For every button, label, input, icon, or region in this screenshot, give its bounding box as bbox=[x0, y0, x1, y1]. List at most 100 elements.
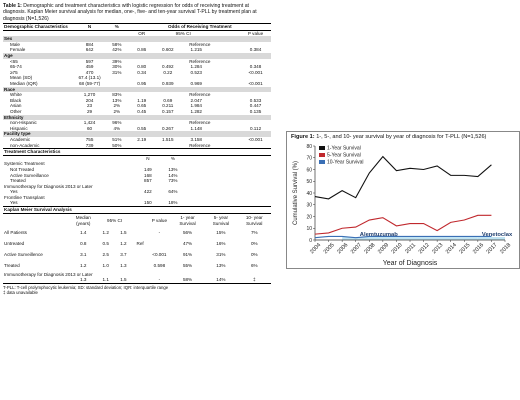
row-n: 597 bbox=[85, 58, 94, 64]
table-1-panel: Table 1: Demographic and treatment chara… bbox=[3, 3, 271, 397]
x-tick-label: 2018 bbox=[499, 242, 512, 255]
survival-line-chart: 0 10 20 30 40 50 60 70 80 2004 2005 2006 2007 2008 200… bbox=[293, 144, 513, 267]
row-ci-low: 0.492 bbox=[162, 64, 174, 70]
section-title: Ethnicity bbox=[3, 114, 271, 121]
section-header-row: Age bbox=[3, 53, 271, 59]
row-label: ≥75 bbox=[10, 69, 18, 75]
section-header-row: Sex bbox=[3, 36, 271, 42]
empty-cell bbox=[3, 213, 70, 228]
row-reference: Reference bbox=[189, 41, 211, 47]
row-label: Treated bbox=[10, 178, 26, 184]
x-tick-label: 2012 bbox=[418, 242, 431, 255]
km-row-label: Treated bbox=[4, 263, 20, 269]
x-tick-label: 2006 bbox=[336, 242, 349, 255]
section-title: Sex bbox=[3, 36, 271, 42]
km-row-ci-low: 1.0 bbox=[102, 263, 109, 269]
km-row-median: 1.2 bbox=[80, 263, 87, 269]
row-n: 68 (59-77) bbox=[78, 81, 101, 87]
row-pct: 96% bbox=[112, 120, 122, 126]
legend-label: 5-Year Survival bbox=[327, 153, 361, 159]
row-pct: 42% bbox=[112, 47, 122, 53]
row-ci-high: 0.969 bbox=[190, 81, 202, 87]
row-pct: 83% bbox=[112, 92, 122, 98]
row-label: Academic bbox=[10, 136, 31, 142]
empty-cell bbox=[162, 148, 184, 156]
table-row: Black 204 13% 1.19 0.69 2.047 0.533 bbox=[3, 98, 271, 104]
row-ci-high: 1.215 bbox=[190, 47, 202, 53]
row-n: 755 bbox=[85, 136, 94, 142]
row-n: 67.4 (13.1) bbox=[78, 75, 101, 81]
row-or: 2.19 bbox=[137, 136, 147, 142]
row-p-value: 0.112 bbox=[249, 125, 262, 131]
demo-header-title: Demographic Characteristics bbox=[3, 23, 75, 31]
section-title: Age bbox=[3, 53, 271, 59]
treatment-header-row: Treatment Characteristics bbox=[3, 148, 271, 156]
km-col-row: Median (years) 95% CI P value 1- year Survi… bbox=[3, 213, 271, 228]
x-tick-label: 2005 bbox=[323, 242, 336, 255]
row-ci-low: 0.267 bbox=[162, 125, 174, 131]
table-row: Female 642 42% 0.86 0.602 1.215 0.384 bbox=[3, 47, 271, 53]
treatment-group-row: Frontline Transplant bbox=[3, 195, 271, 201]
series-line-2 bbox=[314, 214, 492, 235]
row-n: 60 bbox=[86, 125, 93, 131]
figure-title-label: Figure 1: bbox=[291, 134, 315, 140]
table-caption-label: Table 1: bbox=[3, 3, 22, 9]
km-row-1yr: 91% bbox=[182, 252, 193, 258]
row-pct: 64% bbox=[168, 189, 178, 195]
km-row-5yr: 13% bbox=[216, 263, 226, 269]
row-ci-high: 1.148 bbox=[190, 125, 202, 131]
x-tick-label: 2016 bbox=[472, 242, 485, 255]
table-row: Other 29 2% 0.45 0.157 1.282 0.135 bbox=[3, 109, 271, 115]
y-tick-label: 50 bbox=[306, 179, 312, 185]
km-row-1yr: 58% bbox=[170, 277, 205, 284]
row-pct: 13% bbox=[168, 166, 178, 172]
km-survival-table: Kaplan Meier Survival Analysis Median (ye… bbox=[3, 206, 271, 284]
km-col-5yr: 5- year Survival bbox=[212, 215, 230, 226]
table-row: Male 884 58% Reference bbox=[3, 42, 271, 48]
row-n: 642 bbox=[85, 47, 94, 53]
km-row-ci-low: 1.2 bbox=[102, 230, 109, 236]
km-row-10yr: ‡ bbox=[237, 277, 271, 284]
row-or: 0.80 bbox=[137, 64, 147, 70]
footnote-abbreviations: T-PLL: T-cell prolymphocytic leukemia; S… bbox=[3, 284, 169, 290]
row-ci-low: 0.211 bbox=[162, 103, 174, 109]
table-caption-text: Demographic and treatment characteristic… bbox=[3, 3, 257, 22]
km-row-ref: Ref bbox=[136, 241, 144, 247]
row-pct: 30% bbox=[112, 64, 122, 70]
row-reference: Reference bbox=[189, 120, 211, 126]
table-row: ≥75 470 31% 0.34 0.22 0.523 <0.001 bbox=[3, 70, 271, 76]
treatment-col-pct: % bbox=[170, 155, 175, 161]
demo-header-row: Demographic Characteristics N% Odds of Rec… bbox=[3, 23, 271, 31]
row-label: non-Hispanic bbox=[10, 120, 37, 126]
row-or: 1.19 bbox=[137, 97, 147, 103]
row-label: Asian bbox=[10, 103, 22, 109]
x-tick-label: 2008 bbox=[363, 242, 376, 255]
km-col-median: Median (years) bbox=[75, 215, 91, 226]
row-p-value: 0.135 bbox=[249, 108, 262, 114]
row-label: Yes bbox=[10, 200, 18, 206]
row-label: <65 bbox=[10, 58, 18, 64]
km-row-p bbox=[148, 239, 171, 250]
km-row-p: 0.598 bbox=[153, 263, 166, 269]
row-label: Median (IQR) bbox=[10, 81, 38, 87]
table-row: Median (IQR) 68 (59-77) 0.95 0.939 0.969 <0.0… bbox=[3, 81, 271, 87]
row-n: 1,424 bbox=[83, 120, 96, 126]
x-tick-label: 2015 bbox=[458, 242, 471, 255]
section-header-row: Race bbox=[3, 86, 271, 93]
row-n: 149 bbox=[144, 166, 152, 172]
km-row-5yr: 31% bbox=[216, 252, 226, 258]
legend-label: 10-Year Survival bbox=[327, 160, 364, 166]
empty-cell bbox=[3, 277, 70, 284]
annotation-venetoclax: Venetoclax bbox=[482, 232, 513, 238]
km-row-p: <0.001 bbox=[152, 252, 167, 258]
row-p-value: <0.001 bbox=[248, 81, 263, 87]
km-row-median: 1.4 bbox=[80, 230, 87, 236]
row-n: 857 bbox=[144, 178, 152, 184]
x-tick-label: 2011 bbox=[404, 242, 417, 255]
figure-1-panel: Figure 1: 1-, 5-, and 10- year survival … bbox=[286, 131, 520, 269]
section-header-row: Facility type bbox=[3, 131, 271, 137]
km-col-ci: 95% CI bbox=[107, 217, 123, 223]
y-tick-label: 0 bbox=[309, 238, 312, 244]
row-reference: Reference bbox=[189, 92, 211, 98]
km-row-ref bbox=[132, 261, 148, 272]
